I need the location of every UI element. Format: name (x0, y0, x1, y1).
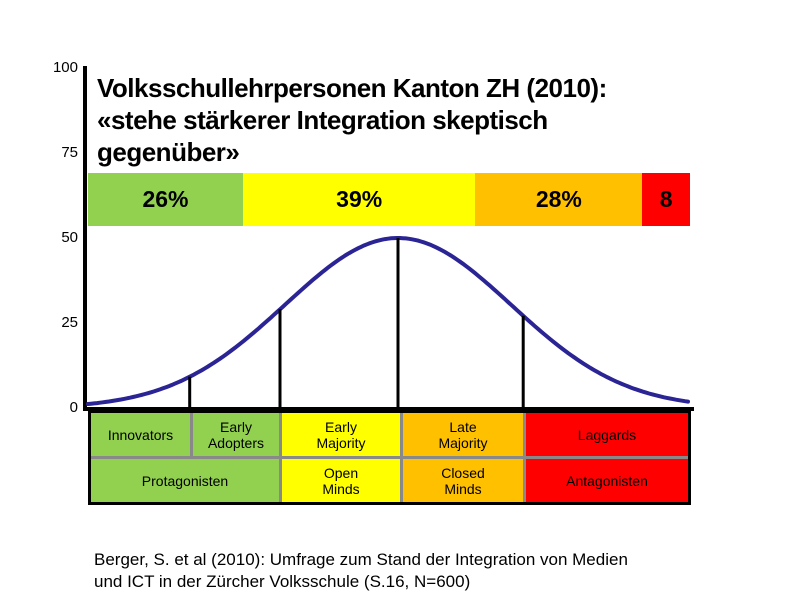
adopter-table-cell: Early Majority (282, 413, 403, 456)
y-tick-label: 0 (69, 399, 78, 416)
y-axis-line (83, 66, 87, 411)
adopter-table-cell: Laggards (526, 413, 688, 456)
adopter-table-cell-label: Open (323, 464, 359, 481)
citation-line-1: Berger, S. et al (2010): Umfrage zum Sta… (94, 550, 628, 569)
adopter-table-cell-label: Early (220, 418, 252, 435)
bar-segment: 8 (642, 173, 690, 226)
adopter-table-cell-label: Majority (316, 434, 366, 451)
bar-segment-label: 28% (535, 186, 582, 212)
adopter-table-cell-label: Protagonisten (141, 472, 229, 489)
adopter-table-cell: Protagonisten (91, 459, 282, 502)
adopter-table-row: Innovators Early Adopters Early Majority Late… (91, 413, 688, 459)
chart-title-line-3: gegenüber» (97, 137, 240, 167)
adopter-table-cell-label: Minds (444, 480, 482, 497)
stacked-bar: 26% 39% 28% 8 (88, 173, 690, 226)
adopter-table: Innovators Early Adopters Early Majority Late… (88, 410, 691, 505)
adopter-table-cell-label: Late (449, 418, 477, 435)
bar-segment-label: 8 (659, 186, 673, 212)
bar-segment: 26% (88, 173, 243, 226)
bell-curve-svg (86, 236, 690, 408)
adopter-table-cell-label: Majority (438, 434, 488, 451)
adopter-table-cell: Late Majority (403, 413, 526, 456)
adopter-table-cell-label: Minds (322, 480, 360, 497)
y-tick-label: 50 (61, 229, 78, 246)
bar-segment: 39% (242, 173, 476, 226)
adopter-table-cell-label: Closed (441, 464, 485, 481)
chart-title-line-1: Volksschullehrpersonen Kanton ZH (2010): (97, 73, 607, 103)
x-axis-line (83, 407, 694, 411)
y-tick-label: 75 (61, 144, 78, 161)
chart-title-line-2: «stehe stärkerer Integration skeptisch (97, 105, 548, 135)
adopter-table-cell: Early Adopters (193, 413, 282, 456)
bar-segment-label: 26% (142, 186, 189, 212)
bell-curve-path (86, 236, 690, 406)
adopter-table-cell-label: Adopters (207, 434, 265, 451)
adopter-table-cell: Antagonisten (526, 459, 688, 502)
chart-title: Volksschullehrpersonen Kanton ZH (2010):… (97, 72, 717, 168)
bar-segment: 28% (475, 173, 643, 226)
adopter-table-cell: Innovators (91, 413, 193, 456)
y-tick-label: 25 (61, 314, 78, 331)
adopter-table-cell-label: Antagonisten (566, 472, 648, 489)
citation-line-2: und ICT in der Zürcher Volksschule (S.16… (94, 572, 471, 591)
y-tick-label: 100 (52, 59, 78, 76)
adopter-table-cell-label: Early (325, 418, 357, 435)
bar-segment-label: 39% (336, 186, 383, 212)
adopter-table-cell: Closed Minds (403, 459, 526, 502)
adopter-table-cell: Open Minds (282, 459, 403, 502)
adopter-table-cell-label: Innovators (107, 426, 174, 443)
adopter-table-cell-label: Laggards (577, 426, 637, 443)
adopter-table-row: Protagonisten Open Minds Closed Minds Antagon… (91, 459, 688, 502)
citation: Berger, S. et al (2010): Umfrage zum Sta… (94, 549, 754, 593)
